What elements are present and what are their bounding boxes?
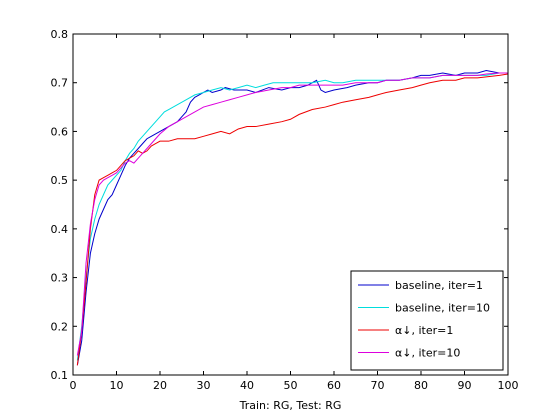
legend-label-1: baseline, iter=10 bbox=[395, 302, 490, 315]
x-tick-label: 60 bbox=[327, 379, 341, 392]
legend-box bbox=[350, 270, 504, 371]
series-layer bbox=[76, 70, 509, 366]
y-tick-label: 0.3 bbox=[51, 272, 69, 285]
x-tick-label: 30 bbox=[197, 379, 211, 392]
legend-label-2: α↓, iter=1 bbox=[395, 324, 453, 337]
legend-items: baseline, iter=1 baseline, iter=10 α↓, ite… bbox=[358, 279, 490, 360]
legend: baseline, iter=1 baseline, iter=10 α↓, ite… bbox=[350, 270, 504, 371]
y-tick-label: 0.2 bbox=[51, 320, 69, 333]
x-tick-label: 70 bbox=[371, 379, 385, 392]
series-line-2 bbox=[76, 73, 509, 366]
y-tick-label: 0.7 bbox=[51, 77, 69, 90]
y-tick-label: 0.4 bbox=[51, 223, 69, 236]
legend-label-0: baseline, iter=1 bbox=[395, 279, 483, 292]
x-tick-label: 100 bbox=[498, 379, 519, 392]
x-axis-label: Train: RG, Test: RG bbox=[239, 399, 342, 412]
x-tick-label: 40 bbox=[240, 379, 254, 392]
ticks-layer: 0 10 20 30 40 50 60 70 80 90 100 0.1 0.2 0.3 0.4 0.5 0.6… bbox=[51, 28, 519, 392]
x-tick-label: 20 bbox=[153, 379, 167, 392]
x-tick-label: 0 bbox=[70, 379, 77, 392]
legend-label-3: α↓, iter=10 bbox=[395, 347, 460, 360]
y-tick-label: 0.6 bbox=[51, 125, 69, 138]
y-tick-label: 0.8 bbox=[51, 28, 69, 41]
x-tick-label: 80 bbox=[414, 379, 428, 392]
x-tick-label: 10 bbox=[110, 379, 124, 392]
x-tick-label: 90 bbox=[458, 379, 472, 392]
y-tick-label: 0.5 bbox=[51, 174, 69, 187]
x-tick-label: 50 bbox=[284, 379, 298, 392]
series-line-3 bbox=[76, 72, 508, 356]
y-tick-label: 0.1 bbox=[51, 369, 69, 382]
